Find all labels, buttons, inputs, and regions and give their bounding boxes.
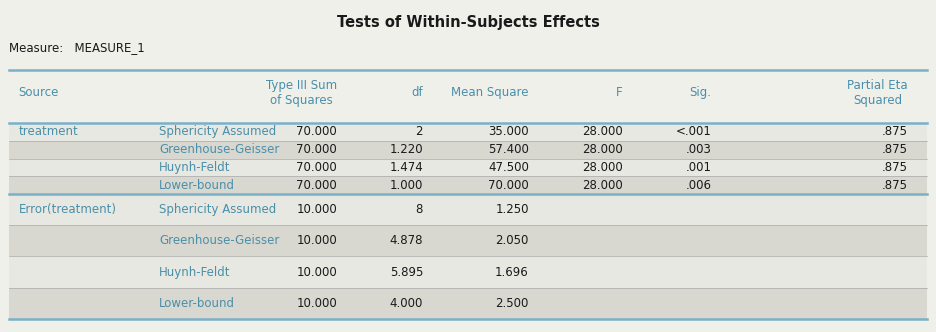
Text: F: F [616, 86, 622, 100]
Text: Error(treatment): Error(treatment) [19, 203, 117, 216]
Bar [9, 123, 927, 141]
Text: .001: .001 [685, 161, 711, 174]
Text: 35.000: 35.000 [489, 125, 529, 138]
Text: Huynh-Feldt: Huynh-Feldt [159, 161, 230, 174]
Text: 2.500: 2.500 [495, 297, 529, 310]
Text: Source: Source [19, 86, 59, 100]
Text: Type III Sum
of Squares: Type III Sum of Squares [266, 79, 337, 107]
Text: 70.000: 70.000 [296, 125, 337, 138]
Bar [9, 225, 927, 256]
Text: 8: 8 [416, 203, 423, 216]
Bar [9, 176, 927, 194]
Text: 10.000: 10.000 [296, 203, 337, 216]
Text: Lower-bound: Lower-bound [159, 297, 235, 310]
Text: 4.878: 4.878 [389, 234, 423, 247]
Bar [9, 159, 927, 176]
Text: 57.400: 57.400 [488, 143, 529, 156]
Bar [9, 288, 927, 319]
Text: 10.000: 10.000 [296, 266, 337, 279]
Text: 28.000: 28.000 [581, 179, 622, 192]
Bar [9, 141, 927, 158]
Text: .003: .003 [685, 143, 711, 156]
Text: 70.000: 70.000 [488, 179, 529, 192]
Text: 28.000: 28.000 [581, 125, 622, 138]
Text: 28.000: 28.000 [581, 143, 622, 156]
Text: Greenhouse-Geisser: Greenhouse-Geisser [159, 143, 280, 156]
Text: Sphericity Assumed: Sphericity Assumed [159, 203, 276, 216]
Text: 4.000: 4.000 [389, 297, 423, 310]
Text: 1.000: 1.000 [389, 179, 423, 192]
Text: .875: .875 [882, 125, 908, 138]
Text: .875: .875 [882, 143, 908, 156]
Text: .875: .875 [882, 179, 908, 192]
Text: Lower-bound: Lower-bound [159, 179, 235, 192]
Text: 70.000: 70.000 [296, 179, 337, 192]
Text: 1.696: 1.696 [495, 266, 529, 279]
Text: df: df [412, 86, 423, 100]
Text: 28.000: 28.000 [581, 161, 622, 174]
Text: 1.220: 1.220 [389, 143, 423, 156]
Bar [9, 194, 927, 225]
Text: 1.474: 1.474 [389, 161, 423, 174]
Text: 1.250: 1.250 [495, 203, 529, 216]
Text: Greenhouse-Geisser: Greenhouse-Geisser [159, 234, 280, 247]
Text: 2.050: 2.050 [495, 234, 529, 247]
Text: Partial Eta
Squared: Partial Eta Squared [847, 79, 908, 107]
Text: 10.000: 10.000 [296, 234, 337, 247]
Text: 47.500: 47.500 [488, 161, 529, 174]
Bar [9, 256, 927, 288]
Text: 70.000: 70.000 [296, 161, 337, 174]
Text: .006: .006 [685, 179, 711, 192]
Text: 2: 2 [416, 125, 423, 138]
Text: 10.000: 10.000 [296, 297, 337, 310]
Text: 70.000: 70.000 [296, 143, 337, 156]
Text: Mean Square: Mean Square [451, 86, 529, 100]
Text: Sig.: Sig. [689, 86, 711, 100]
Text: Huynh-Feldt: Huynh-Feldt [159, 266, 230, 279]
Text: Tests of Within-Subjects Effects: Tests of Within-Subjects Effects [337, 15, 599, 30]
Text: Measure:   MEASURE_1: Measure: MEASURE_1 [9, 42, 145, 54]
Text: .875: .875 [882, 161, 908, 174]
Text: <.001: <.001 [676, 125, 711, 138]
Text: 5.895: 5.895 [389, 266, 423, 279]
Text: Sphericity Assumed: Sphericity Assumed [159, 125, 276, 138]
Text: treatment: treatment [19, 125, 79, 138]
